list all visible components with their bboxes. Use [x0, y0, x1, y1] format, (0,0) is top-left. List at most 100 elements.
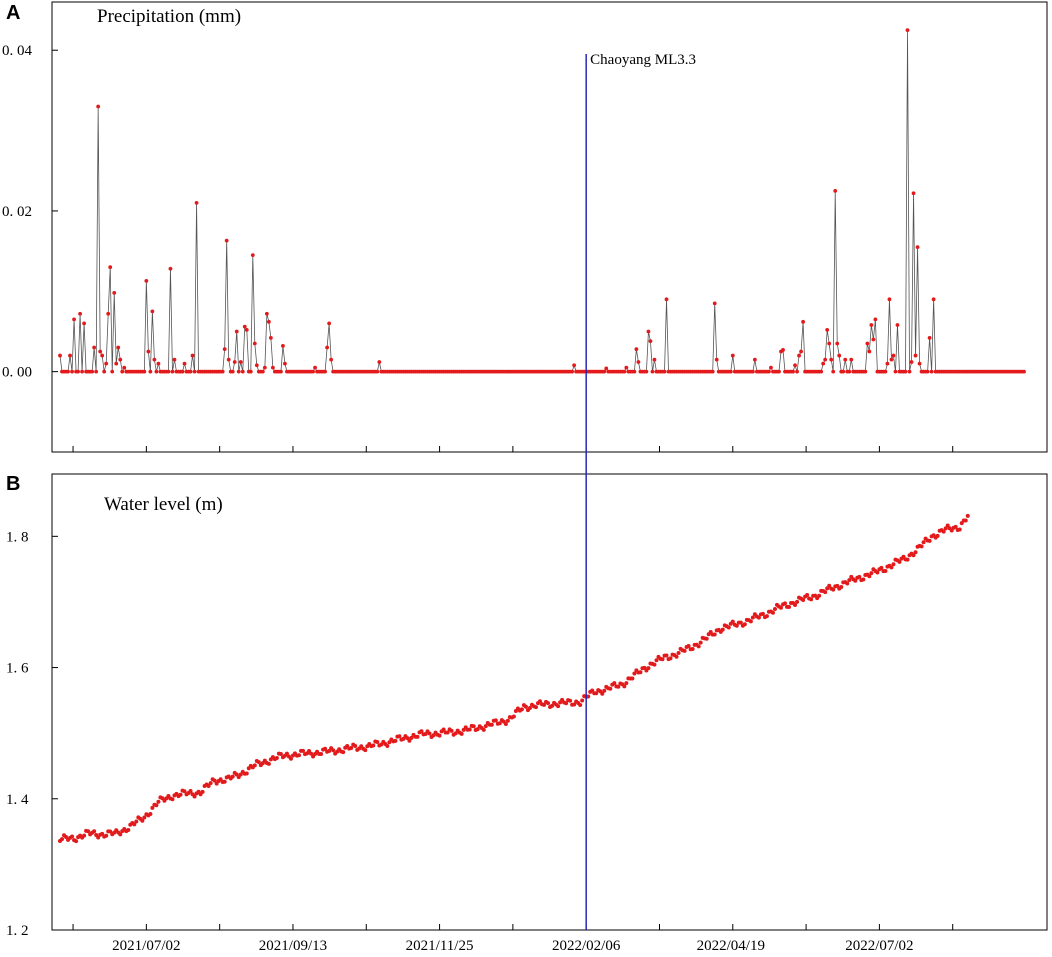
precipitation-point	[154, 369, 159, 374]
precipitation-point	[648, 339, 653, 344]
precipitation-point	[728, 369, 733, 374]
precipitation-point	[102, 369, 107, 374]
precipitation-point	[927, 335, 932, 340]
precipitation-point	[849, 357, 854, 362]
x-tick-label: 2022/02/06	[552, 938, 621, 954]
water-level-point	[266, 761, 271, 766]
water-level-point	[296, 753, 301, 758]
water-level-point	[953, 524, 958, 529]
water-level-point	[783, 601, 788, 606]
y-tick-label: 1. 6	[6, 661, 29, 677]
precipitation-point	[905, 28, 910, 33]
y-tick-label: 1. 2	[6, 923, 29, 939]
water-level-point	[288, 756, 293, 761]
water-level-point	[449, 728, 454, 733]
precipitation-point	[769, 365, 773, 370]
water-level-point	[839, 585, 844, 590]
precipitation-point	[120, 369, 125, 374]
water-level-point	[407, 738, 412, 743]
panel-a-label: A	[6, 2, 20, 24]
precipitation-point	[624, 365, 629, 370]
water-level-point	[60, 837, 65, 842]
water-level-point	[542, 702, 547, 707]
water-level-point	[385, 743, 390, 748]
water-level-point	[817, 593, 822, 598]
precipitation-point	[903, 369, 908, 374]
water-level-point	[630, 676, 635, 681]
water-level-point	[327, 748, 332, 753]
water-level-point	[483, 724, 488, 729]
precipitation-point	[837, 353, 842, 358]
precipitation-point	[266, 319, 271, 324]
water-level-point	[170, 797, 175, 802]
water-level-point	[770, 610, 775, 615]
water-level-point	[393, 738, 398, 743]
water-level-point	[905, 557, 910, 562]
precipitation-point	[194, 200, 199, 205]
water-level-point	[704, 636, 709, 641]
precipitation-point	[327, 321, 332, 326]
water-level-point	[857, 574, 862, 579]
precipitation-point	[931, 297, 936, 302]
water-level-point	[602, 688, 607, 693]
precipitation-point	[873, 317, 878, 322]
water-level-point	[897, 559, 902, 564]
precipitation-point	[570, 369, 575, 374]
water-level-point	[853, 578, 858, 583]
precipitation-point	[279, 369, 283, 374]
water-level-point	[409, 735, 414, 740]
precipitation-point	[929, 369, 934, 374]
water-level-point	[481, 727, 486, 732]
water-level-point	[927, 538, 932, 543]
precipitation-point	[144, 278, 149, 283]
water-level-point	[301, 748, 306, 753]
water-level-point	[200, 789, 205, 794]
precipitation-point	[712, 301, 717, 306]
water-level-point	[632, 671, 637, 676]
precipitation-point	[795, 369, 799, 374]
precipitation-point	[142, 369, 147, 374]
panel-b-y-axis: 1. 2 1. 4 1. 6 1. 8	[6, 529, 58, 939]
water-level-point	[760, 611, 765, 616]
precipitation-point	[793, 363, 797, 368]
precipitation-point	[863, 369, 868, 374]
panel-b-label: B	[6, 473, 20, 495]
precipitation-line	[59, 30, 1024, 373]
precipitation-point	[72, 317, 76, 322]
precipitation-point	[831, 369, 836, 374]
precipitation-point	[66, 369, 70, 374]
water-level-point	[387, 740, 392, 745]
water-level-point	[126, 828, 131, 833]
water-level-point	[427, 731, 432, 736]
water-level-point	[192, 794, 197, 799]
precipitation-point	[148, 369, 153, 374]
water-level-point	[913, 550, 918, 555]
precipitation-point	[166, 369, 171, 374]
precipitation-point	[264, 311, 269, 316]
water-level-point	[274, 755, 279, 760]
precipitation-point	[234, 329, 239, 334]
water-level-point	[726, 625, 731, 630]
panel-b-frame	[51, 473, 1048, 931]
precipitation-point	[797, 353, 801, 358]
water-level-point	[674, 654, 679, 659]
precipitation-point	[825, 327, 830, 332]
water-level-point	[778, 605, 783, 610]
precipitation-point	[172, 357, 177, 362]
water-level-point	[957, 527, 962, 532]
water-level-point	[230, 774, 235, 779]
water-level-point	[568, 698, 573, 703]
water-level-point	[353, 744, 358, 749]
water-level-point	[74, 839, 79, 844]
panel-b: B Water level (m) 1. 2 1. 4 1. 6 1. 8 2021/…	[6, 473, 1048, 954]
water-level-point	[594, 691, 599, 696]
precipitation-point	[236, 369, 241, 374]
precipitation-point	[150, 309, 155, 314]
water-level-point	[875, 570, 880, 575]
precipitation-point	[190, 353, 195, 358]
precipitation-point	[254, 363, 259, 368]
water-level-point	[578, 703, 583, 708]
water-level-point	[222, 779, 227, 784]
precipitation-point	[913, 353, 918, 358]
